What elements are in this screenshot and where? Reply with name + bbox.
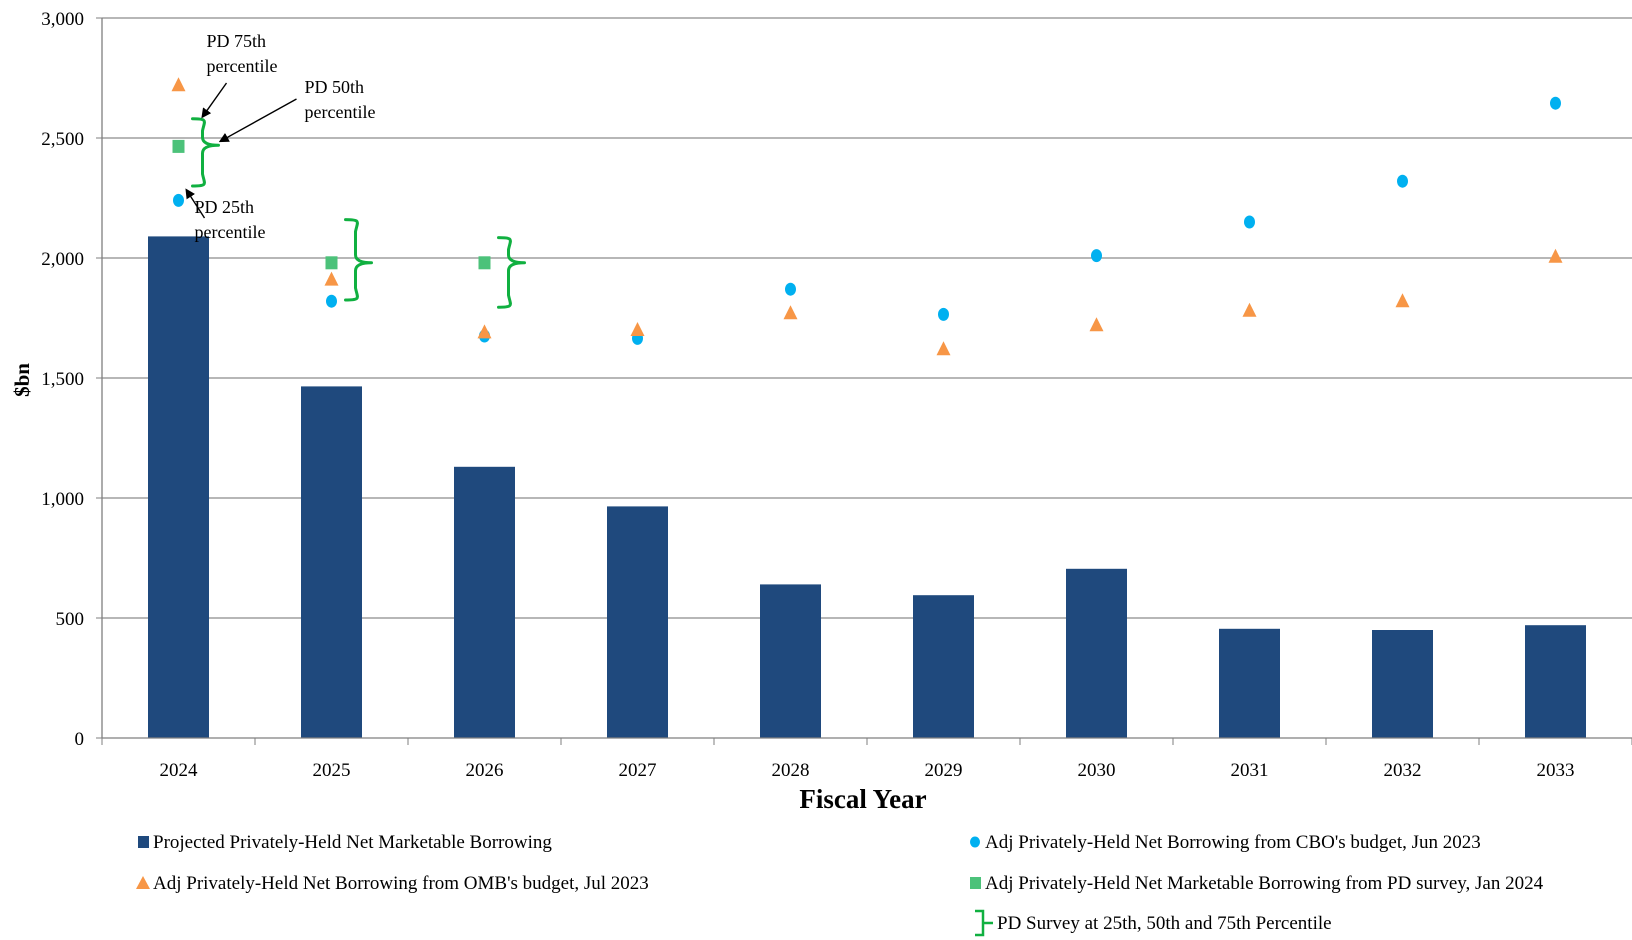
- annotation-arrow: [185, 188, 206, 219]
- circle-marker-2033: [1550, 96, 1561, 110]
- x-tick-label: 2031: [1231, 760, 1269, 781]
- triangle-marker-2030: [1089, 317, 1104, 332]
- circle-marker-2032: [1397, 174, 1408, 188]
- triangle-marker-2031: [1242, 302, 1257, 317]
- x-tick-label: 2032: [1384, 760, 1422, 781]
- x-tick-label: 2029: [925, 760, 963, 781]
- triangle-marker-2028: [783, 305, 798, 320]
- annotation-line: percentile: [207, 56, 278, 76]
- legend-swatch: [970, 877, 981, 889]
- square-marker-2024: [172, 139, 185, 153]
- legend-label: Adj Privately-Held Net Borrowing from OM…: [153, 873, 649, 894]
- annotation-line: percentile: [305, 102, 376, 122]
- triangle-marker-2033: [1548, 248, 1563, 263]
- annotation-line: PD 25th: [195, 197, 255, 217]
- x-tick-label: 2033: [1537, 760, 1575, 781]
- legend-swatch: [136, 876, 150, 889]
- circle-marker-2030: [1091, 249, 1102, 263]
- triangle-marker-2026: [477, 324, 492, 339]
- x-tick-label: 2025: [313, 760, 351, 781]
- x-tick-label: 2026: [466, 760, 504, 781]
- bars: [148, 236, 1586, 738]
- markers: [171, 77, 1563, 356]
- bar-2030: [1066, 568, 1127, 738]
- x-axis-ticks: 2024 2025 2026 2027 2028 2029 2030 2031 2032 2033: [101, 738, 1632, 781]
- bar-2032: [1372, 630, 1433, 738]
- bar-2026: [454, 466, 515, 738]
- y-tick-label: 1,000: [41, 489, 84, 510]
- annotation-3: PD 25th percentile: [195, 197, 266, 242]
- legend-item-4: Adj Privately-Held Net Marketable Borrow…: [970, 873, 1544, 894]
- legend-item-2: Adj Privately-Held Net Borrowing from CB…: [970, 832, 1481, 853]
- legend: Projected Privately-Held Net Marketable …: [136, 832, 1544, 937]
- bar-2029: [913, 595, 974, 738]
- annotation-2: PD 50th percentile: [305, 77, 376, 122]
- legend-label: Adj Privately-Held Net Marketable Borrow…: [985, 873, 1544, 894]
- circle-marker-2024: [173, 193, 184, 207]
- y-tick-label: 0: [75, 729, 85, 750]
- pd-bracket-2024: [191, 117, 220, 188]
- circle-marker-2029: [938, 307, 949, 321]
- bar-2028: [760, 584, 821, 738]
- triangle-marker-2032: [1395, 293, 1410, 308]
- legend-label: Projected Privately-Held Net Marketable …: [153, 832, 552, 853]
- circle-marker-2025: [326, 294, 337, 308]
- triangle-marker-2029: [936, 341, 951, 356]
- pd-bracket-2026: [497, 236, 526, 309]
- annotation-line: percentile: [195, 222, 266, 242]
- triangle-marker-2024: [171, 77, 186, 92]
- legend-swatch: [970, 836, 980, 848]
- annotation-arrow: [218, 98, 297, 143]
- annotation-line: PD 75th: [207, 31, 267, 51]
- legend-label: PD Survey at 25th, 50th and 75th Percent…: [997, 913, 1332, 934]
- bar-2025: [301, 386, 362, 738]
- triangle-marker-2027: [630, 322, 645, 336]
- legend-swatch: [138, 836, 149, 848]
- circle-marker-2031: [1244, 215, 1255, 229]
- x-tick-label: 2024: [160, 760, 199, 781]
- square-marker-2026: [478, 256, 491, 270]
- legend-label: Adj Privately-Held Net Borrowing from CB…: [985, 832, 1481, 853]
- triangle-marker-2025: [324, 271, 339, 286]
- pd-bracket-2025: [344, 218, 373, 302]
- legend-item-3: Adj Privately-Held Net Borrowing from OM…: [136, 873, 649, 894]
- y-tick-label: 500: [56, 609, 85, 630]
- square-marker-2025: [325, 256, 338, 270]
- y-tick-label: 3,000: [41, 9, 84, 30]
- y-axis-title: $bn: [10, 363, 34, 397]
- pd-survey-brackets: [191, 117, 526, 309]
- annotation-arrow: [201, 82, 228, 119]
- annotation-1: PD 75th percentile: [207, 31, 278, 76]
- x-tick-label: 2027: [619, 760, 657, 781]
- y-tick-label: 2,000: [41, 249, 84, 270]
- bar-2031: [1219, 628, 1280, 738]
- circle-marker-2028: [785, 282, 796, 296]
- legend-swatch: [975, 909, 993, 937]
- bar-2024: [148, 236, 209, 738]
- legend-item-5: PD Survey at 25th, 50th and 75th Percent…: [975, 909, 1332, 937]
- y-axis-ticks: 0 500 1,000 1,500 2,000 2,500 3,000: [41, 9, 102, 750]
- annotation-line: PD 50th: [305, 77, 365, 97]
- x-axis-title: Fiscal Year: [799, 784, 926, 814]
- x-tick-label: 2030: [1078, 760, 1116, 781]
- y-tick-label: 2,500: [41, 129, 84, 150]
- y-tick-label: 1,500: [41, 369, 84, 390]
- legend-item-1: Projected Privately-Held Net Marketable …: [138, 832, 552, 853]
- bar-2033: [1525, 625, 1586, 738]
- x-tick-label: 2028: [772, 760, 810, 781]
- bar-2027: [607, 506, 668, 738]
